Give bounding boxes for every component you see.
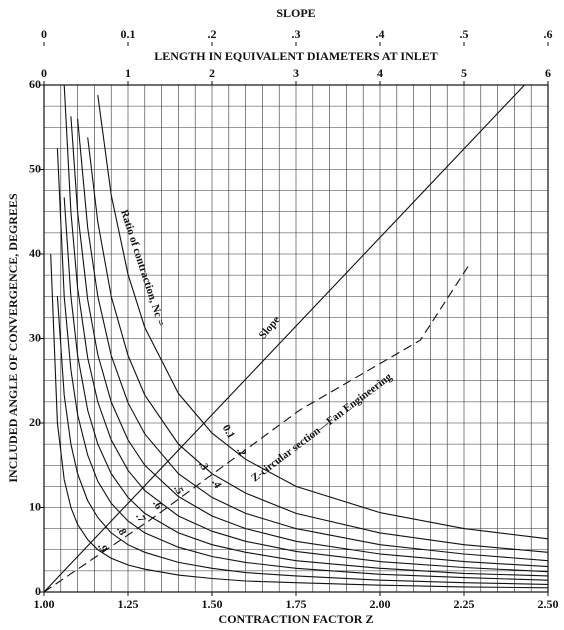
y-tick-label: 40 (29, 246, 41, 260)
y-tick-label: 30 (29, 330, 41, 344)
series-line (43, 262, 472, 593)
top-axis-title: SLOPE (276, 6, 315, 20)
series-label: 0.1 (220, 423, 237, 441)
x2-tick-label: 5 (461, 66, 467, 80)
x3-tick-label: .3 (292, 27, 301, 41)
x-tick-label: 2.50 (538, 597, 559, 611)
series-label: .4 (209, 477, 224, 491)
y-axis-title: INCLUDED ANGLE OF CONVERGENCE, DEGREES (6, 193, 20, 483)
series-line (43, 84, 525, 593)
y-tick-label: 50 (29, 161, 41, 175)
y-tick-label: 60 (29, 77, 41, 91)
x3-tick-label: .2 (208, 27, 217, 41)
series-line (63, 84, 549, 573)
series-label: Z-circular section—Fan Engineering (249, 371, 394, 485)
x2-tick-label: 3 (293, 66, 299, 80)
second-top-axis-title: LENGTH IN EQUIVALENT DIAMETERS AT INLET (154, 49, 438, 63)
x2-tick-label: 2 (209, 66, 215, 80)
series-line (50, 253, 549, 589)
x2-tick-label: 6 (545, 66, 551, 80)
series-line (97, 95, 549, 540)
series-line (63, 197, 549, 577)
series-label: Slope (257, 314, 283, 341)
x3-tick-label: .4 (376, 27, 385, 41)
x2-tick-label: 4 (377, 66, 383, 80)
x3-tick-label: .5 (460, 27, 469, 41)
series-line (56, 148, 549, 581)
series-line (77, 118, 549, 562)
series-line (70, 116, 549, 568)
x-axis-title: CONTRACTION FACTOR Z (219, 612, 374, 626)
x3-tick-label: .6 (544, 27, 553, 41)
x3-tick-label: 0.1 (121, 27, 136, 41)
x-tick-label: 2.00 (370, 597, 391, 611)
x3-tick-label: 0 (41, 27, 47, 41)
y-tick-label: 0 (35, 584, 41, 598)
x-tick-label: 1.25 (118, 597, 139, 611)
annotation: Ratio of contraction, Nc = (118, 208, 167, 327)
x2-tick-label: 1 (125, 66, 131, 80)
series-line (87, 137, 549, 553)
x2-tick-label: 0 (41, 66, 47, 80)
y-tick-label: 10 (29, 499, 41, 513)
y-tick-label: 20 (29, 415, 41, 429)
series-label: .7 (133, 511, 148, 525)
x-tick-label: 1.75 (286, 597, 307, 611)
series-label: .6 (150, 498, 165, 512)
series-line (56, 296, 549, 585)
x-tick-label: 1.50 (202, 597, 223, 611)
x-tick-label: 1.00 (34, 597, 55, 611)
x-tick-label: 2.25 (454, 597, 475, 611)
